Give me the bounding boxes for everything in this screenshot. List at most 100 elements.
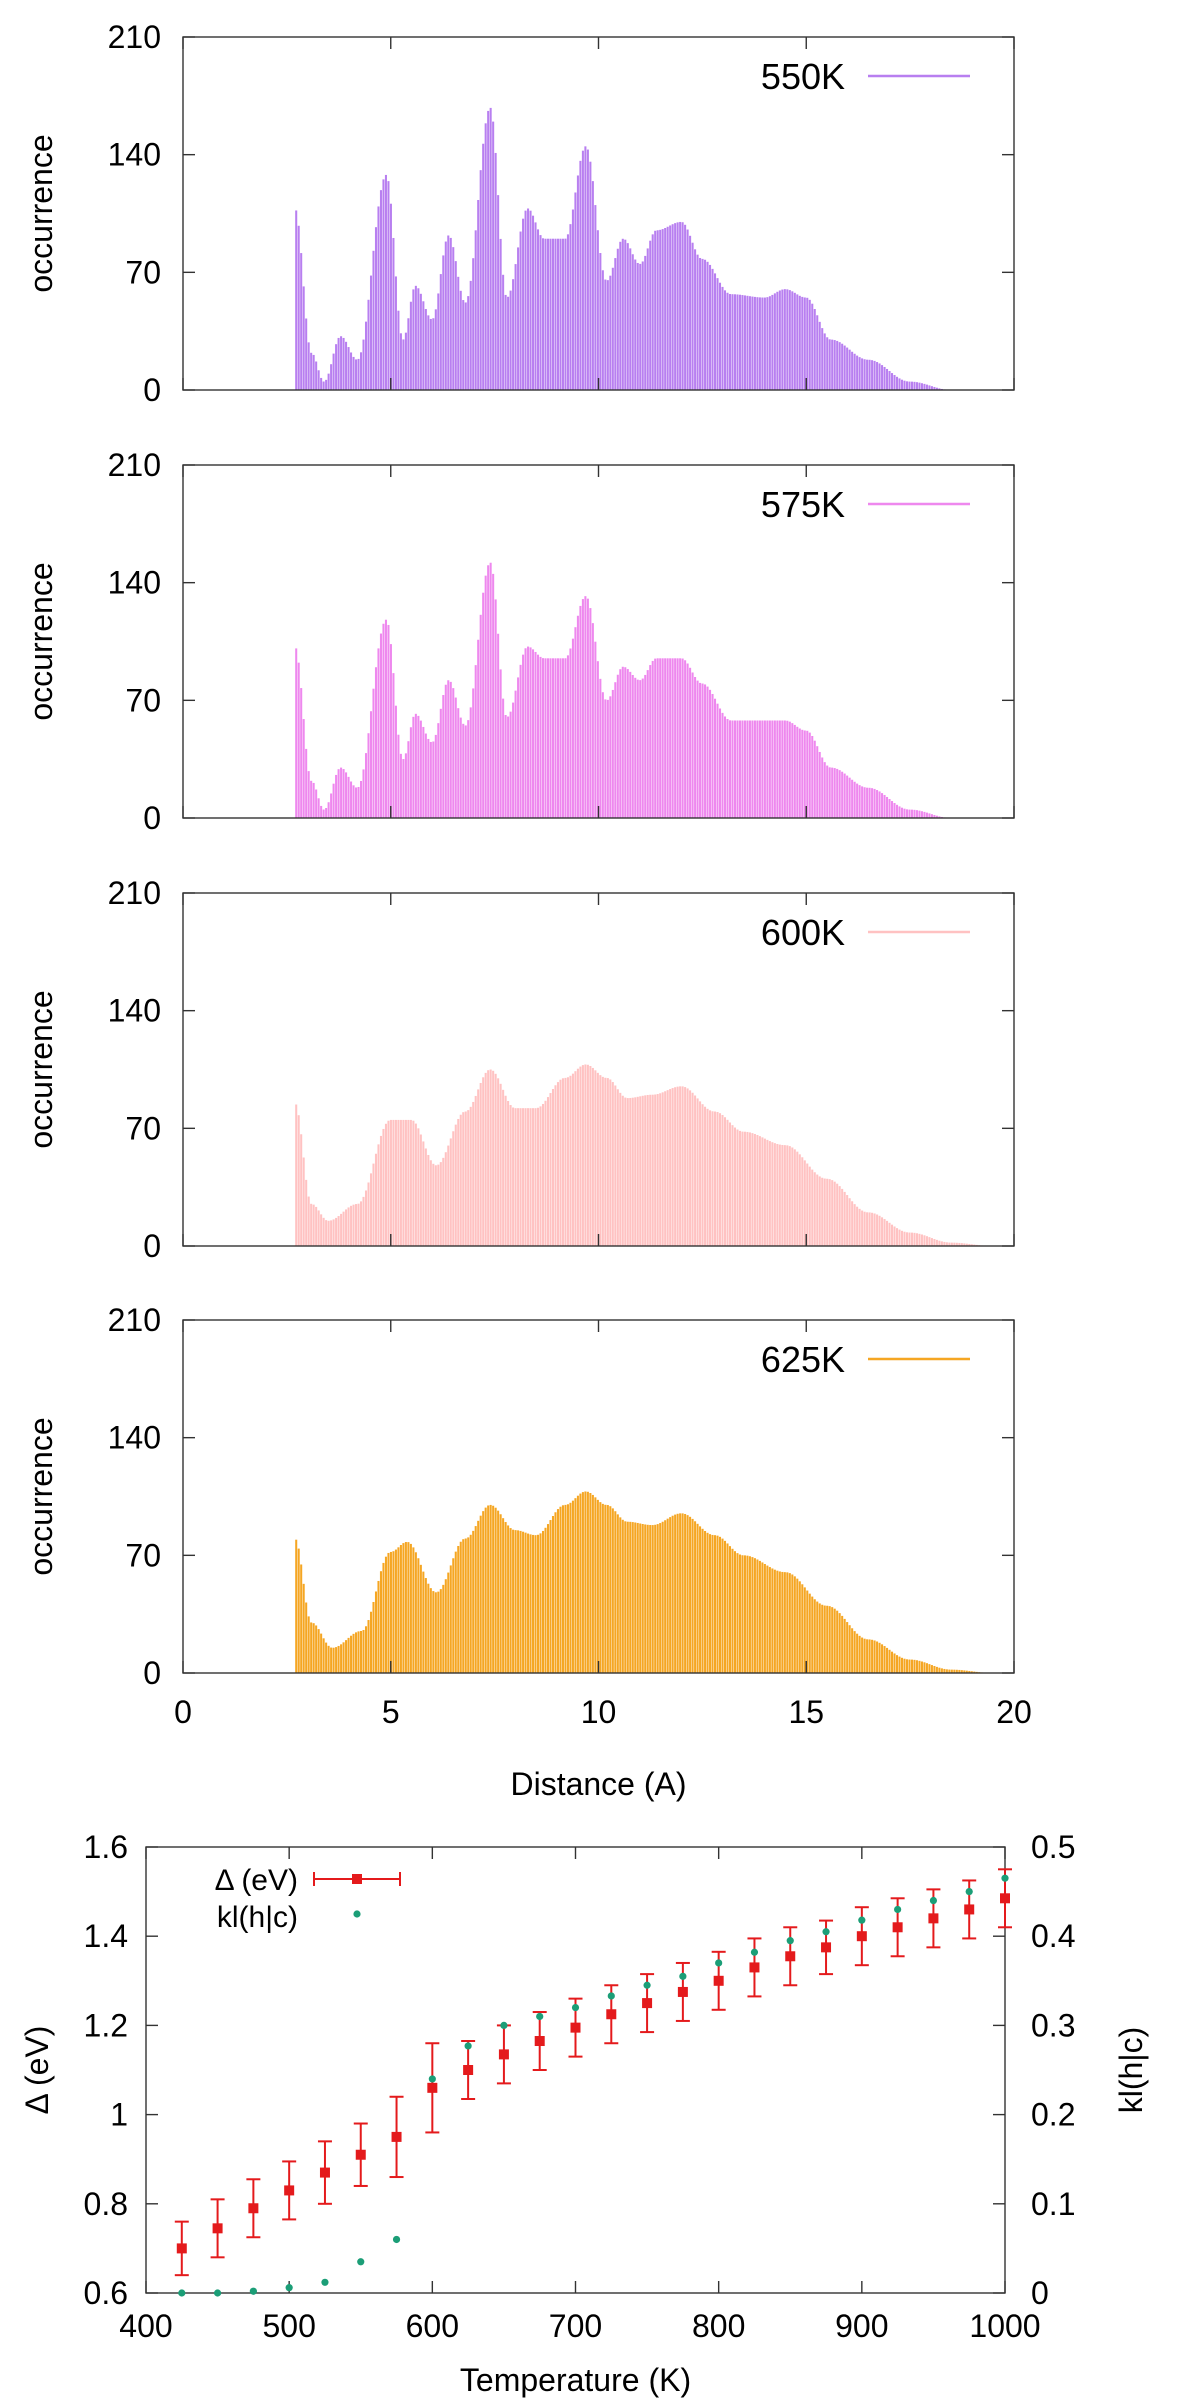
histogram-bar	[295, 210, 298, 390]
histogram-bar	[295, 1539, 298, 1673]
histogram-bar	[414, 1552, 417, 1673]
histogram-bar	[479, 1515, 482, 1673]
histogram-bar	[778, 720, 781, 818]
histogram-bar	[561, 1505, 564, 1673]
histogram-bar	[497, 1510, 500, 1673]
histogram-bar	[970, 1671, 973, 1673]
histogram-bar	[669, 1089, 672, 1246]
histogram-bar	[357, 786, 360, 818]
histogram-bar	[409, 727, 412, 818]
histogram-bar	[793, 292, 796, 390]
histogram-bar	[868, 1212, 871, 1246]
histogram-bar	[806, 1590, 809, 1673]
histogram-bar	[454, 1124, 457, 1246]
histogram-bar	[756, 297, 759, 390]
histogram-bar	[910, 1232, 914, 1246]
histogram-bar	[322, 809, 325, 818]
histogram-bar	[886, 368, 889, 390]
histogram-bar	[968, 1670, 971, 1673]
y-tick-label: 210	[108, 875, 161, 911]
histogram-bar	[661, 1092, 664, 1246]
histogram-bar	[838, 1613, 841, 1673]
histogram-bar	[594, 205, 597, 390]
histogram-bar	[494, 599, 497, 818]
histogram-bar	[474, 230, 477, 390]
histogram-bar	[397, 1547, 400, 1673]
histogram-bar	[778, 1144, 781, 1246]
histogram-bar	[437, 723, 440, 818]
histogram-bar	[808, 1166, 811, 1246]
histogram-bar	[791, 1574, 794, 1673]
histogram-bar	[709, 264, 712, 390]
histogram-bar	[474, 665, 477, 818]
histogram-bar	[559, 238, 562, 390]
histogram-bar	[387, 624, 390, 818]
histogram-bar	[571, 1500, 574, 1673]
x-tick-label: 400	[119, 2308, 172, 2344]
histogram-bar	[559, 658, 562, 818]
histogram-bar	[499, 669, 502, 818]
histogram-bar	[908, 809, 911, 818]
histogram-bar	[462, 1539, 465, 1673]
histogram-bar	[449, 1565, 452, 1673]
histogram-bar	[846, 347, 849, 390]
histogram-bar	[731, 294, 734, 390]
histogram-bar	[903, 380, 906, 390]
histogram-bar	[878, 1642, 881, 1673]
y-tick-label: 0	[143, 1228, 161, 1264]
histogram-bar	[636, 1522, 639, 1673]
histogram-bar	[609, 275, 612, 390]
histogram-bar	[925, 1236, 928, 1246]
histogram-bar	[711, 268, 714, 390]
histogram-bar	[502, 274, 505, 390]
histogram-bar	[619, 1517, 622, 1673]
histogram-bar	[728, 1546, 732, 1673]
histogram-bar	[886, 796, 889, 818]
histogram-bar	[422, 1141, 425, 1246]
histogram-bar	[507, 1525, 510, 1673]
histogram-bar	[517, 247, 520, 390]
histogram-bar	[409, 1543, 412, 1673]
histogram-bar	[457, 708, 460, 818]
histogram-bar	[758, 1560, 761, 1673]
histogram-bar	[362, 1196, 365, 1246]
histogram-bar	[756, 1134, 759, 1246]
histogram-bar	[449, 1138, 452, 1246]
histogram-bar	[507, 296, 510, 390]
histogram-bar	[704, 684, 707, 818]
histogram-bar	[357, 1631, 360, 1673]
histogram-bar	[522, 654, 525, 818]
histogram-bar	[736, 294, 739, 390]
histogram-bar	[514, 690, 517, 818]
histogram-bar	[305, 318, 308, 390]
histogram-bar	[399, 1544, 402, 1673]
histogram-bar	[646, 1524, 649, 1673]
histogram-bar	[427, 315, 430, 390]
histogram-bar	[741, 295, 744, 390]
histogram-bar	[404, 1119, 407, 1246]
histogram-bar	[756, 1559, 759, 1673]
histogram-bar	[881, 365, 884, 390]
histogram-bar	[654, 1524, 657, 1673]
histogram-bar	[332, 1219, 335, 1246]
histogram-bar	[394, 1119, 397, 1246]
histogram-bar	[876, 1641, 879, 1673]
histogram-bar	[297, 1115, 300, 1246]
histogram-bar	[424, 733, 427, 818]
histogram-bar	[340, 767, 343, 818]
histogram-bar	[379, 633, 382, 818]
y-tick-label: 140	[108, 565, 161, 601]
histogram-bar	[614, 258, 617, 390]
histogram-bar	[566, 655, 569, 818]
histogram-bar	[576, 1068, 579, 1246]
histogram-bar	[364, 1626, 368, 1673]
histogram-bar	[591, 1494, 594, 1673]
histogram-bar	[886, 1647, 889, 1673]
delta-point	[355, 2149, 366, 2160]
histogram-bar	[556, 238, 559, 390]
histogram-bar	[641, 1095, 644, 1246]
histogram-bar	[811, 1169, 814, 1246]
histogram-bar	[723, 290, 727, 390]
histogram-bar	[297, 662, 300, 818]
histogram-bar	[836, 768, 839, 818]
